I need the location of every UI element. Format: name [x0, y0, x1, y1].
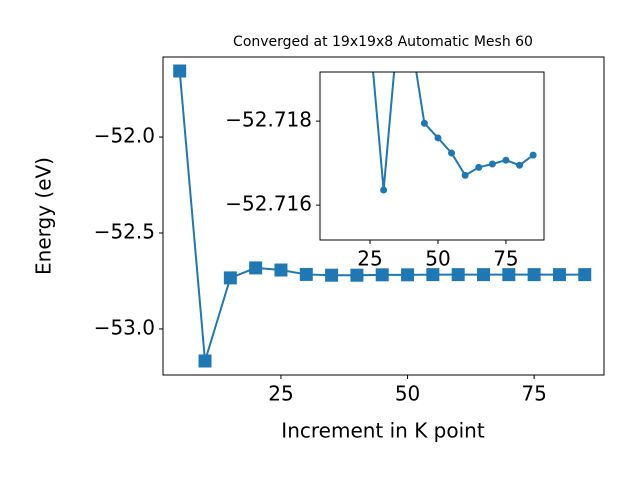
y-tick-label: −53.0	[94, 315, 155, 339]
marker	[527, 268, 541, 282]
axes-background	[320, 72, 544, 240]
y-axis-label: Energy (eV)	[32, 157, 56, 275]
y-tick-label: −52.5	[94, 219, 155, 243]
marker	[380, 186, 388, 194]
marker	[434, 134, 442, 142]
marker	[502, 268, 516, 282]
marker	[173, 64, 187, 78]
plot-area	[173, 64, 592, 368]
marker	[448, 149, 456, 157]
marker	[516, 161, 524, 169]
marker	[420, 119, 428, 127]
marker	[475, 163, 483, 171]
marker	[502, 156, 510, 164]
marker	[578, 268, 592, 282]
x-tick-label: 50	[395, 382, 420, 406]
marker	[375, 268, 389, 282]
y-tick-label: −52.716	[225, 192, 312, 216]
marker	[451, 268, 465, 282]
axes-frame	[162, 56, 605, 376]
x-tick-label: 50	[425, 247, 450, 271]
marker	[426, 268, 440, 282]
marker	[223, 271, 237, 285]
marker	[401, 268, 415, 282]
marker	[299, 267, 313, 281]
marker	[552, 268, 566, 282]
marker	[325, 268, 339, 282]
plot-area	[372, 72, 537, 194]
marker	[529, 151, 537, 159]
axes-frame	[319, 71, 545, 241]
chart-title: Converged at 19x19x8 Automatic Mesh 60	[233, 34, 533, 50]
y-tick-label: −52.718	[225, 108, 312, 132]
x-tick-label: 25	[357, 247, 382, 271]
x-axis-label: Increment in K point	[281, 419, 485, 443]
x-tick-label: 75	[493, 247, 518, 271]
marker	[461, 171, 469, 179]
x-tick-label: 25	[268, 382, 293, 406]
marker	[274, 263, 288, 277]
marker	[350, 268, 364, 282]
marker	[488, 160, 496, 168]
y-tick-label: −52.0	[94, 124, 155, 148]
marker	[249, 261, 263, 275]
marker	[476, 268, 490, 282]
x-tick-label: 75	[521, 382, 546, 406]
marker	[198, 354, 212, 368]
